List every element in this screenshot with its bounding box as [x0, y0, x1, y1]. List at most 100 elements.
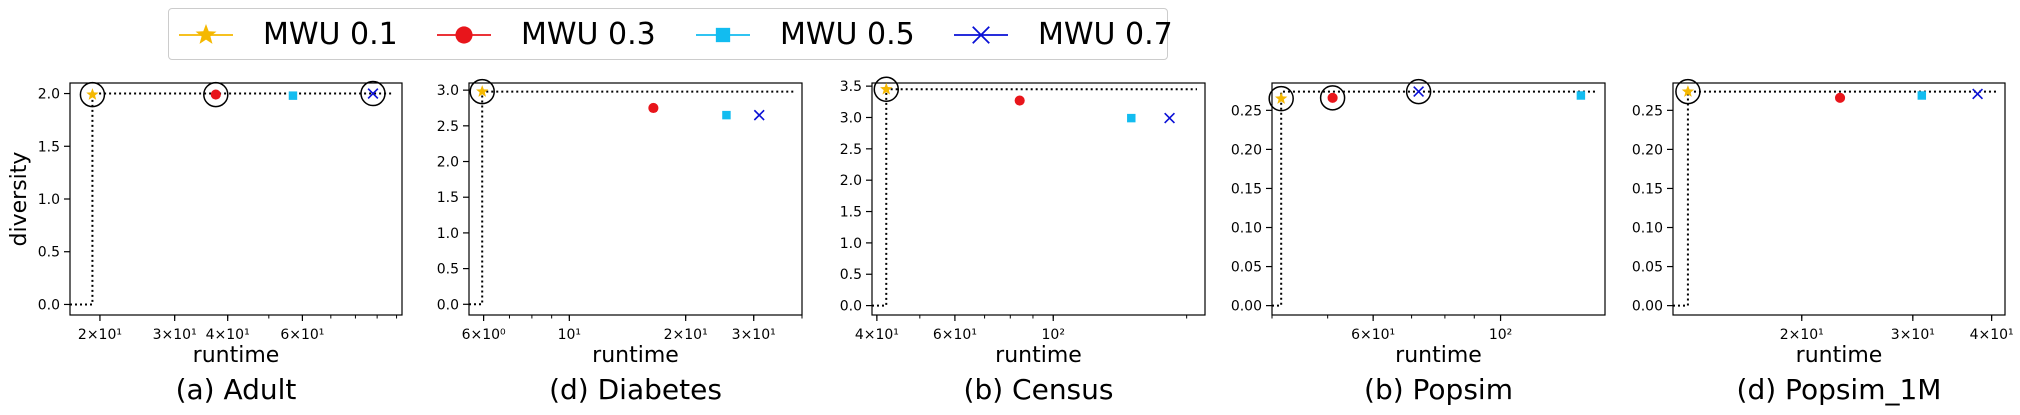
data-point — [1576, 91, 1586, 100]
data-point — [880, 82, 893, 95]
x-tick-label: 2×10¹ — [78, 327, 122, 343]
y-tick-label: 0.15 — [1632, 181, 1663, 197]
chart-panel: 4×10¹ 6×10¹ 10² 0.0 0.5 1.0 1.5 2.0 2.5 3.0 3.5 run… — [840, 76, 1206, 406]
highlight-circle — [360, 80, 386, 107]
y-tick-label: 1.5 — [38, 139, 60, 155]
y-tick-label: 0.5 — [840, 267, 862, 283]
y-tick-label: 0.00 — [1632, 299, 1663, 315]
highlight-circle — [1675, 78, 1701, 105]
data-point — [367, 88, 379, 99]
data-point — [722, 110, 731, 120]
data-point — [1413, 86, 1425, 98]
legend-swatch — [437, 26, 491, 44]
y-tick-label: 2.0 — [437, 155, 459, 171]
legend-swatch — [696, 27, 750, 43]
data-point — [1275, 92, 1288, 104]
y-axis-label: diversity — [7, 152, 32, 247]
y-tick-label: 0.25 — [1231, 103, 1262, 119]
data-point — [1972, 88, 1984, 100]
x-tick-label: 3×10¹ — [732, 327, 776, 343]
chart-panel: 2×10¹ 3×10¹ 4×10¹ 6×10¹ 0.0 0.5 1.0 1.5 2.0 runti… — [7, 80, 403, 406]
data-point — [86, 88, 99, 100]
y-tick-label: 3.5 — [840, 79, 862, 95]
legend: MWU 0.1 MWU 0.3 MWU 0.5 MWU 0.7 — [168, 8, 1173, 60]
y-tick-label: 0.0 — [38, 297, 60, 313]
chart-panel: 2×10¹ 3×10¹ 4×10¹ 0.00 0.05 0.10 0.15 0.20 0.25 r… — [1632, 78, 2014, 406]
highlight-circle — [1319, 85, 1346, 111]
legend-swatch — [179, 24, 233, 44]
y-tick-label: 0.20 — [1632, 142, 1663, 158]
x-tick-label: 6×10¹ — [933, 327, 977, 343]
data-point — [1681, 85, 1695, 97]
x-tick-label: 10² — [1042, 327, 1065, 343]
y-tick-label: 2.5 — [840, 142, 862, 158]
frontier-line — [872, 88, 1197, 307]
legend-swatch — [954, 26, 1008, 44]
y-tick-label: 0.10 — [1632, 221, 1663, 237]
data-point — [753, 109, 765, 121]
y-tick-label: 0.20 — [1231, 142, 1262, 158]
axes-frame — [69, 82, 403, 316]
data-point — [648, 102, 659, 114]
data-point — [288, 91, 298, 100]
y-tick-label: 3.0 — [437, 83, 459, 99]
data-point — [210, 89, 221, 100]
frontier-line — [469, 90, 794, 306]
frontier-line — [1673, 90, 1997, 307]
x-tick-label: 6×10¹ — [280, 327, 324, 343]
highlight-circle — [79, 81, 106, 108]
x-tick-label: 2×10¹ — [1780, 327, 1824, 343]
y-tick-label: 0.10 — [1231, 221, 1262, 237]
x-axis-label: runtime — [1395, 343, 1482, 368]
data-point — [1014, 95, 1025, 106]
axes-frame — [468, 82, 803, 316]
frontier-line — [1272, 90, 1597, 307]
y-tick-label: 1.0 — [437, 226, 459, 242]
legend-label: MWU 0.5 — [780, 17, 915, 52]
legend-label: MWU 0.3 — [521, 17, 656, 52]
axes-frame — [1271, 82, 1606, 316]
x-tick-label: 10² — [1489, 327, 1512, 343]
legend-marker-x — [972, 26, 990, 44]
y-tick-label: 0.15 — [1231, 181, 1262, 197]
chart-panel: 6×10⁰ 10¹ 2×10¹ 3×10¹ 0.0 0.5 1.0 1.5 2.0 2.5 3.0 r… — [437, 78, 803, 406]
y-tick-label: 0.00 — [1231, 299, 1262, 315]
y-tick-label: 1.5 — [437, 190, 459, 206]
highlight-circle — [1268, 85, 1294, 112]
y-tick-label: 1.0 — [38, 192, 60, 208]
axes-frame — [1672, 82, 2006, 316]
axes-frame — [871, 82, 1206, 316]
x-axis-label: runtime — [995, 343, 1082, 368]
panel-caption: (d) Diabetes — [549, 373, 722, 406]
data-point — [1164, 112, 1175, 124]
y-tick-label: 0.05 — [1632, 260, 1663, 276]
y-tick-label: 2.5 — [437, 119, 459, 135]
data-point — [1127, 113, 1136, 123]
legend-marker-square — [715, 27, 731, 43]
x-tick-label: 4×10¹ — [855, 327, 899, 343]
panel-caption: (b) Popsim — [1364, 373, 1513, 406]
x-axis-label: runtime — [1796, 343, 1883, 368]
x-tick-label: 4×10¹ — [1970, 327, 2014, 343]
y-tick-label: 0.5 — [437, 262, 459, 278]
y-tick-label: 3.0 — [840, 110, 862, 126]
data-point — [1917, 91, 1927, 100]
x-tick-label: 2×10¹ — [664, 327, 708, 343]
x-tick-label: 10¹ — [558, 327, 581, 343]
legend-label: MWU 0.7 — [1038, 17, 1173, 52]
frontier-line — [70, 92, 394, 306]
x-axis-label: runtime — [592, 343, 679, 368]
chart-panel: 6×10¹ 10² 0.00 0.05 0.10 0.15 0.20 0.25 runtime (… — [1231, 78, 1606, 406]
panel-caption: (d) Popsim_1M — [1737, 373, 1942, 406]
y-tick-label: 0.0 — [437, 297, 459, 313]
highlight-circle — [1405, 78, 1432, 105]
y-tick-label: 0.5 — [38, 245, 60, 261]
x-axis-label: runtime — [193, 343, 280, 368]
data-point — [476, 85, 489, 97]
legend-marker-circle — [455, 26, 473, 44]
y-tick-label: 2.0 — [840, 173, 862, 189]
x-tick-label: 3×10¹ — [153, 327, 197, 343]
y-tick-label: 2.0 — [38, 87, 60, 103]
legend-marker-star — [195, 24, 217, 44]
